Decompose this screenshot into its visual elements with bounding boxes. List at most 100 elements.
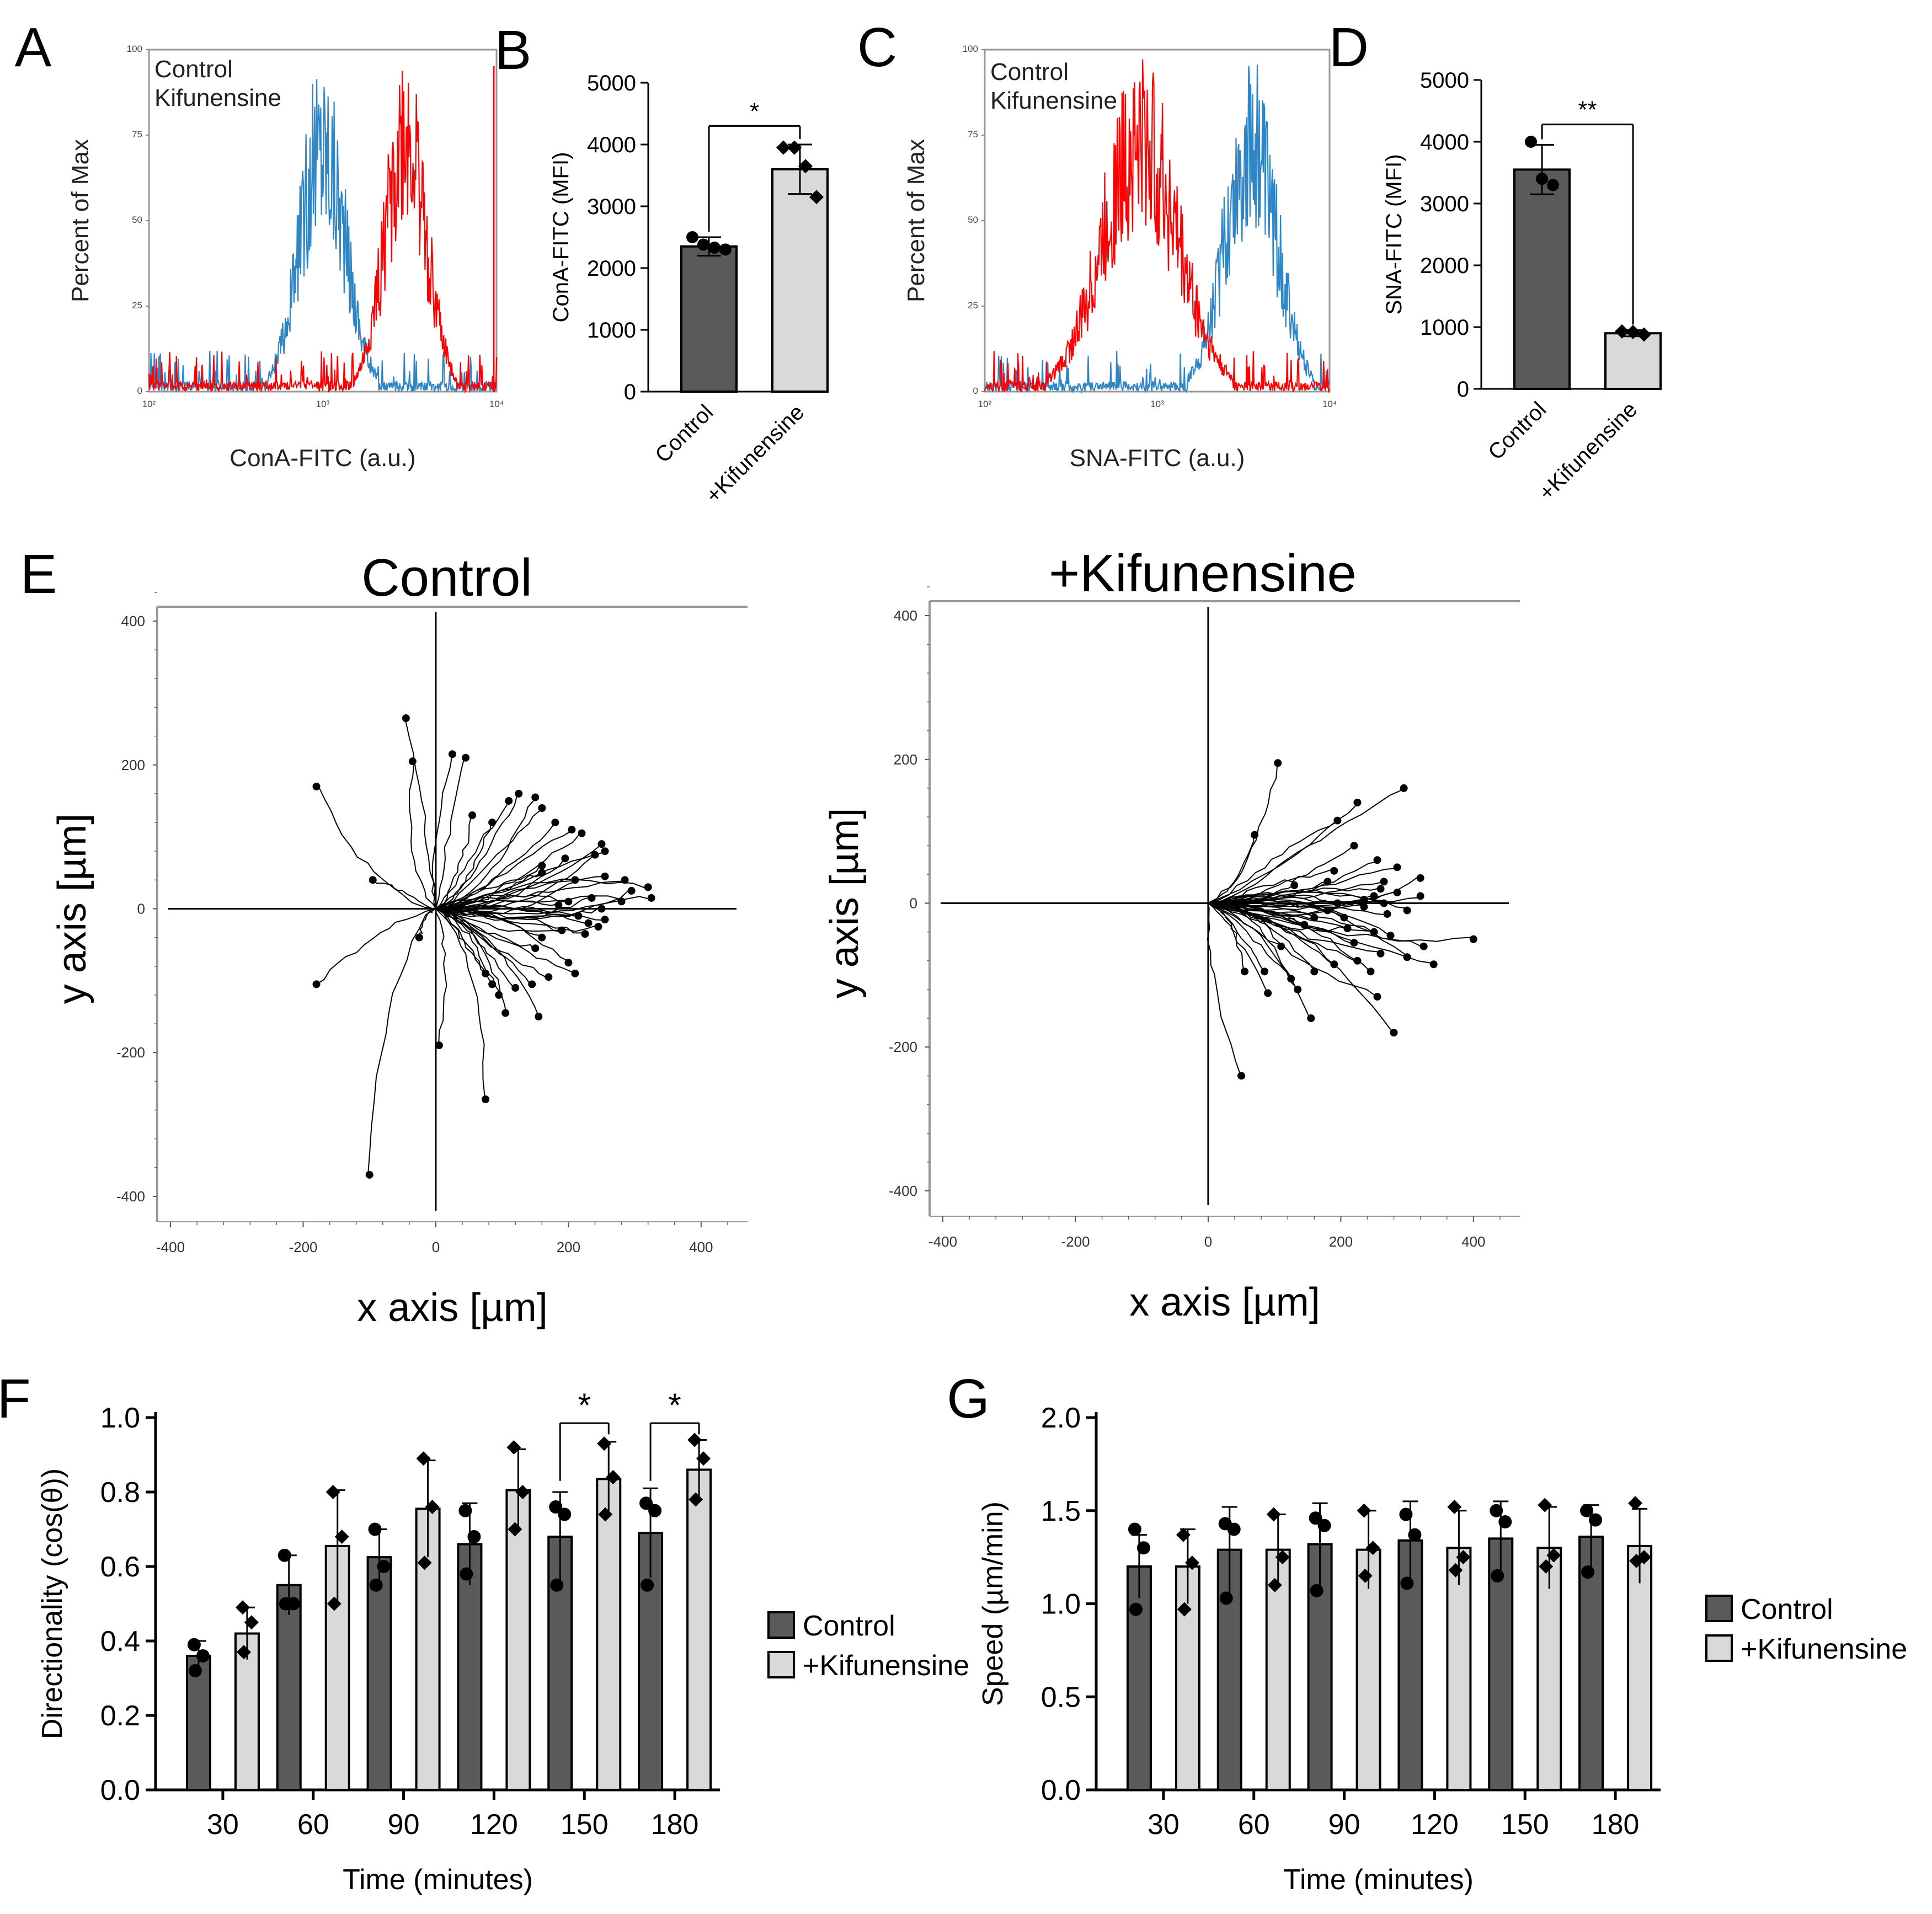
track-line bbox=[435, 908, 487, 974]
y-tick-label: 4000 bbox=[587, 133, 636, 157]
y-axis-label: ConA-FITC (MFI) bbox=[549, 152, 573, 323]
track-endpoint bbox=[1237, 1072, 1246, 1080]
bar-kifunensine bbox=[686, 1468, 712, 1791]
panel-c: C 0 25 50 75 100 10² 10³ 10⁴ SNA-FITC (a.u.) Perce… bbox=[857, 17, 1337, 472]
data-point bbox=[236, 1645, 251, 1660]
track-endpoint bbox=[644, 883, 652, 891]
data-point bbox=[1365, 1541, 1380, 1555]
track-line bbox=[435, 908, 447, 1047]
track-endpoint bbox=[1251, 831, 1259, 839]
bar-kifunensine bbox=[596, 1478, 622, 1791]
significance-star: * bbox=[750, 98, 759, 125]
track-endpoint bbox=[1294, 985, 1302, 993]
y-tick-label: 100 bbox=[127, 44, 142, 54]
bar-control bbox=[1513, 168, 1571, 390]
data-point bbox=[279, 1597, 292, 1611]
data-point bbox=[798, 159, 813, 174]
track-endpoint bbox=[1380, 878, 1388, 886]
track-line bbox=[435, 831, 582, 910]
y-tick-label: 50 bbox=[132, 215, 142, 225]
track-endpoint bbox=[564, 897, 573, 906]
track-line bbox=[435, 894, 569, 910]
data-point bbox=[1628, 1496, 1643, 1511]
panel-letter: B bbox=[495, 19, 532, 81]
track-endpoint bbox=[1330, 867, 1338, 875]
data-point bbox=[1498, 1515, 1512, 1528]
bar-control bbox=[1126, 1565, 1152, 1791]
legend-kifunensine: Kifunensine bbox=[990, 87, 1117, 114]
track-endpoint bbox=[435, 1041, 443, 1050]
bar-kifunensine bbox=[771, 168, 829, 393]
panel-b: B 0 1000 2000 3000 4000 5000 ConA-FITC (MFI) Con… bbox=[495, 19, 829, 508]
track-endpoint bbox=[1386, 932, 1395, 940]
data-point bbox=[1128, 1522, 1141, 1536]
data-point bbox=[1447, 1500, 1462, 1514]
track-line bbox=[435, 906, 568, 961]
track-endpoint bbox=[591, 851, 599, 859]
y-tick-label: 3000 bbox=[587, 195, 636, 219]
track-endpoint bbox=[1419, 942, 1428, 950]
y-tick-label: 1000 bbox=[587, 318, 636, 343]
track-endpoint bbox=[1416, 892, 1424, 900]
panel-e1: E Control -400 -200 0 200 400 -400 -200 0 200 400 x … bbox=[20, 543, 748, 1330]
track-line bbox=[435, 905, 578, 918]
legend-control: Control bbox=[154, 56, 233, 83]
track-line bbox=[435, 878, 648, 910]
panel-letter: A bbox=[15, 17, 52, 78]
track-endpoint bbox=[588, 894, 596, 902]
x-axis-label: Time (minutes) bbox=[1283, 1864, 1474, 1896]
data-point bbox=[334, 1530, 349, 1544]
x-axis-label: x axis [µm] bbox=[1129, 1280, 1320, 1324]
legend-swatch bbox=[1705, 1595, 1733, 1622]
track-endpoint bbox=[408, 757, 417, 766]
track-endpoint bbox=[1383, 910, 1391, 918]
data-point bbox=[639, 1496, 653, 1510]
x-tick-label: -200 bbox=[1061, 1233, 1090, 1250]
track-endpoint bbox=[568, 826, 576, 834]
category-label: 180 bbox=[1592, 1809, 1640, 1841]
data-point bbox=[787, 140, 802, 155]
category-label: Control bbox=[1483, 397, 1551, 464]
track-endpoint bbox=[597, 905, 606, 913]
data-point bbox=[369, 1578, 383, 1592]
track-endpoint bbox=[501, 1009, 510, 1017]
category-label: 90 bbox=[1328, 1809, 1360, 1841]
track-endpoint bbox=[531, 944, 540, 953]
data-point bbox=[1275, 1550, 1290, 1565]
track-line bbox=[435, 908, 486, 1100]
track-endpoint bbox=[462, 753, 470, 762]
x-tick-label: -400 bbox=[928, 1233, 957, 1250]
track-endpoint bbox=[538, 862, 546, 870]
data-point bbox=[1136, 1541, 1150, 1555]
y-tick-label: 200 bbox=[121, 757, 145, 773]
category-label: 180 bbox=[651, 1809, 699, 1841]
legend-label: Control bbox=[1741, 1594, 1833, 1626]
data-point bbox=[1129, 1602, 1143, 1616]
track-endpoint bbox=[312, 980, 321, 988]
data-point bbox=[368, 1522, 382, 1536]
y-axis-label: SNA-FITC (MFI) bbox=[1382, 154, 1406, 314]
track-line bbox=[1208, 833, 1255, 904]
y-axis-label: y axis [µm] bbox=[823, 808, 867, 999]
legend-swatch bbox=[767, 1651, 795, 1678]
track-endpoint bbox=[1360, 903, 1368, 911]
data-point bbox=[458, 1504, 472, 1517]
x-axis-label: Time (minutes) bbox=[343, 1864, 533, 1896]
track-endpoint bbox=[627, 886, 636, 895]
data-point bbox=[687, 1432, 702, 1447]
track-endpoint bbox=[581, 930, 589, 938]
track-endpoint bbox=[1310, 967, 1319, 976]
y-tick-label: 1.0 bbox=[100, 1402, 140, 1434]
data-point bbox=[1266, 1507, 1281, 1522]
track-line bbox=[1208, 902, 1475, 942]
track-line bbox=[1208, 890, 1384, 905]
track-endpoint bbox=[1393, 863, 1401, 872]
track-line bbox=[370, 880, 436, 910]
y-tick-label: 25 bbox=[132, 300, 142, 311]
track-line bbox=[435, 755, 466, 909]
data-point bbox=[550, 1578, 564, 1592]
histogram-control bbox=[984, 65, 1331, 394]
data-point bbox=[1490, 1504, 1503, 1517]
track-line bbox=[418, 908, 436, 939]
track-line bbox=[431, 752, 453, 909]
